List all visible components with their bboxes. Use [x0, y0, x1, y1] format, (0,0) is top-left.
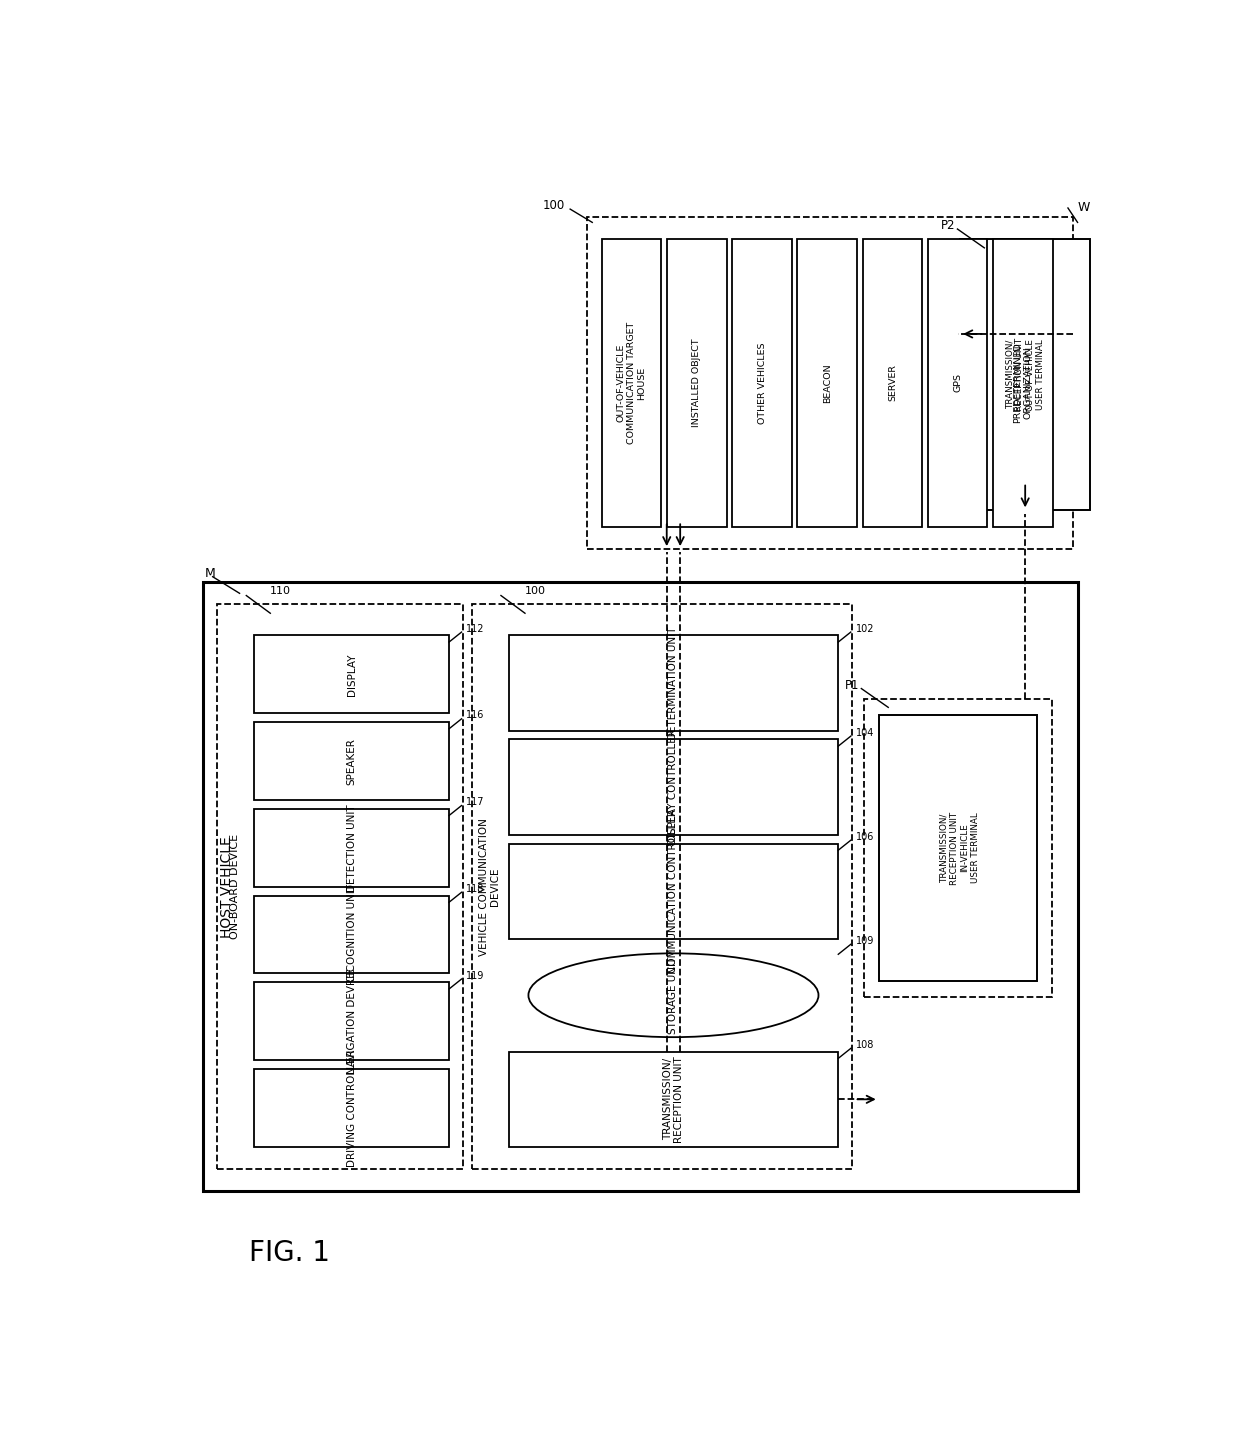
Text: SERVER: SERVER: [888, 364, 897, 401]
Text: 117: 117: [466, 797, 485, 807]
Bar: [508, 844, 838, 939]
Text: 118: 118: [466, 884, 485, 894]
Text: 108: 108: [856, 1040, 874, 1050]
Bar: [254, 982, 449, 1060]
Text: M: M: [205, 567, 216, 580]
Text: OTHER VEHICLES: OTHER VEHICLES: [758, 342, 766, 424]
Text: COMMUNICATION CONTROLLER: COMMUNICATION CONTROLLER: [668, 810, 678, 974]
Bar: [508, 636, 838, 731]
Text: 110: 110: [270, 587, 291, 597]
Bar: [254, 636, 449, 713]
Text: 100: 100: [543, 200, 565, 213]
Text: 119: 119: [466, 971, 485, 981]
Text: P2: P2: [941, 219, 956, 232]
Bar: [797, 239, 857, 526]
Text: HOST VEHICLE: HOST VEHICLE: [219, 835, 234, 938]
Bar: [601, 239, 661, 526]
Text: BEACON: BEACON: [822, 364, 832, 403]
Text: 112: 112: [466, 624, 485, 634]
Text: OUT-OF-VEHICLE
COMMUNICATION TARGET
HOUSE: OUT-OF-VEHICLE COMMUNICATION TARGET HOUS…: [616, 322, 646, 444]
Text: PREDETERMINED
ORGANIZATION: PREDETERMINED ORGANIZATION: [1013, 342, 1033, 423]
Text: TRANSMISSION/
RECEPTION UNIT
IN-VEHICLE
USER TERMINAL: TRANSMISSION/ RECEPTION UNIT IN-VEHICLE …: [940, 811, 980, 884]
Text: 104: 104: [856, 728, 874, 738]
Text: VEHICLE COMMUNICATION
DEVICE: VEHICLE COMMUNICATION DEVICE: [479, 818, 500, 956]
Bar: [960, 239, 1090, 510]
Text: TRANSMISSION/
RECEPTION UNIT: TRANSMISSION/ RECEPTION UNIT: [662, 1055, 684, 1143]
Bar: [733, 239, 791, 526]
Text: INSTALLED OBJECT: INSTALLED OBJECT: [692, 338, 702, 427]
Bar: [217, 604, 463, 1169]
Bar: [203, 582, 1078, 1191]
Text: DETERMINATION UNIT: DETERMINATION UNIT: [668, 627, 678, 739]
Text: SPEAKER: SPEAKER: [346, 738, 357, 785]
Text: 100: 100: [525, 587, 546, 597]
Bar: [508, 1051, 838, 1148]
Bar: [508, 739, 838, 834]
Text: P1: P1: [844, 679, 859, 692]
Text: 106: 106: [856, 833, 874, 841]
Bar: [928, 239, 987, 526]
Ellipse shape: [528, 953, 818, 1037]
Text: FIG. 1: FIG. 1: [249, 1240, 330, 1267]
Bar: [472, 604, 852, 1169]
Text: DISPLAY: DISPLAY: [346, 653, 357, 696]
Bar: [588, 217, 1073, 549]
Text: GPS: GPS: [954, 374, 962, 393]
Text: 102: 102: [856, 624, 874, 634]
Text: 109: 109: [856, 936, 874, 946]
Text: DISPLAY CONTROLLER: DISPLAY CONTROLLER: [668, 729, 678, 846]
Text: NAVIGATION DEVICE: NAVIGATION DEVICE: [346, 968, 357, 1074]
Bar: [254, 722, 449, 800]
Text: DETECTION UNIT: DETECTION UNIT: [346, 804, 357, 892]
Text: TRANSMISSION/
RECEPTION UNIT
OUT-OF-VEHICLE
USER TERMINAL: TRANSMISSION/ RECEPTION UNIT OUT-OF-VEHI…: [1006, 338, 1045, 411]
Bar: [667, 239, 727, 526]
Bar: [254, 896, 449, 974]
Text: DRIVING CONTROLLER: DRIVING CONTROLLER: [346, 1050, 357, 1166]
Bar: [864, 699, 1052, 998]
Bar: [993, 239, 1053, 526]
Text: STORAGE UNIT: STORAGE UNIT: [668, 956, 678, 1034]
Bar: [254, 1068, 449, 1148]
Text: ON-BOARD DEVICE: ON-BOARD DEVICE: [229, 834, 239, 939]
Bar: [254, 808, 449, 887]
Text: RECOGNITION UNIT: RECOGNITION UNIT: [346, 884, 357, 985]
Text: 116: 116: [466, 710, 485, 720]
Text: W: W: [1078, 201, 1090, 214]
Bar: [863, 239, 923, 526]
Bar: [879, 715, 1037, 981]
